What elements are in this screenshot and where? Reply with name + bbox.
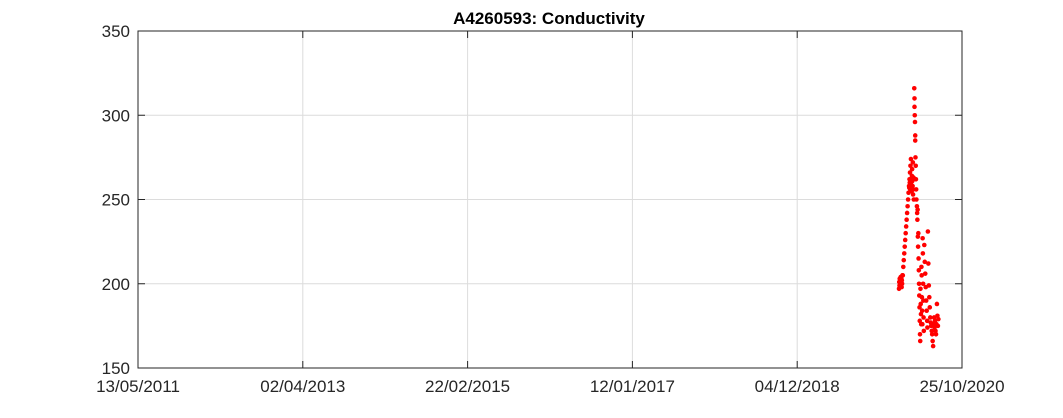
data-point	[907, 170, 913, 175]
data-point	[915, 244, 921, 249]
data-point	[934, 301, 940, 307]
data-point	[933, 332, 939, 337]
data-point	[912, 96, 917, 101]
data-point	[899, 284, 904, 290]
data-point	[913, 163, 919, 169]
data-point	[920, 251, 926, 256]
tick-labels: 13/05/2011 02/04/2013 22/02/2015 12/01/2017…	[96, 22, 1004, 396]
data-point	[916, 281, 922, 287]
data-point	[905, 203, 910, 209]
y-tick-label: 200	[102, 275, 130, 294]
data-point	[903, 224, 909, 229]
data-point	[935, 323, 941, 329]
data-point	[904, 210, 910, 216]
x-tick-label: 13/05/2011	[96, 377, 180, 396]
data-point	[914, 210, 920, 216]
data-point	[904, 217, 909, 223]
chart-title: A4260593: Conductivity	[453, 9, 645, 28]
data-point	[902, 237, 908, 243]
data-point	[930, 343, 936, 349]
data-point	[924, 318, 930, 324]
data-point	[920, 281, 926, 287]
data-point	[905, 197, 911, 202]
x-tick-label: 04/12/2018	[755, 377, 840, 396]
data-point	[912, 138, 918, 143]
data-point	[910, 192, 916, 197]
y-tick-label: 350	[102, 22, 130, 41]
data-point	[913, 155, 918, 160]
data-point	[929, 328, 934, 334]
data-point	[911, 85, 917, 91]
data-point	[926, 261, 931, 266]
data-point	[910, 160, 916, 165]
data-point	[899, 278, 905, 283]
data-point	[930, 338, 935, 344]
data-point	[914, 197, 919, 202]
data-point	[913, 187, 919, 192]
data-point	[921, 328, 927, 334]
data-point	[901, 264, 906, 270]
data-point	[917, 338, 923, 344]
y-tick-label: 150	[102, 359, 130, 378]
data-point	[915, 207, 920, 212]
data-point	[924, 308, 929, 314]
data-point	[903, 230, 908, 236]
x-tick-label: 25/10/2020	[919, 377, 1004, 396]
data-point	[912, 104, 917, 110]
data-point	[919, 273, 924, 278]
data-point	[918, 286, 923, 292]
data-point	[922, 271, 928, 276]
data-point	[922, 242, 927, 248]
data-point	[913, 176, 919, 182]
grid-lines	[138, 31, 962, 368]
data-point	[912, 133, 918, 138]
data-point	[916, 267, 922, 273]
data-point	[919, 264, 924, 270]
data-point	[927, 294, 932, 300]
data-point	[927, 305, 933, 310]
data-point	[920, 321, 925, 327]
data-point	[918, 301, 924, 307]
y-tick-label: 250	[102, 191, 130, 210]
data-point	[925, 325, 930, 330]
x-tick-label: 22/02/2015	[425, 377, 510, 396]
data-point	[921, 315, 926, 320]
data-point	[923, 298, 929, 303]
data-point	[916, 256, 921, 261]
data-point	[899, 281, 905, 287]
data-point	[929, 332, 935, 337]
data-point	[936, 316, 941, 322]
data-point	[920, 235, 925, 241]
data-point	[922, 259, 928, 265]
data-points	[896, 85, 941, 349]
data-point	[915, 217, 920, 223]
data-point	[901, 257, 907, 263]
data-point	[909, 166, 915, 172]
data-point	[908, 156, 914, 162]
y-tick-label: 300	[102, 106, 130, 125]
x-tick-label: 02/04/2013	[260, 377, 345, 396]
data-point	[919, 308, 925, 314]
data-point	[901, 251, 907, 256]
data-point	[915, 234, 921, 239]
data-point	[926, 283, 932, 288]
data-point	[912, 112, 918, 118]
x-tick-label: 12/01/2017	[590, 377, 675, 396]
data-point	[902, 244, 908, 249]
data-point	[912, 119, 918, 125]
data-point	[916, 230, 921, 236]
data-point	[917, 332, 923, 337]
data-point	[900, 273, 906, 278]
data-point	[933, 328, 938, 334]
axis-ticks	[137, 30, 963, 369]
data-point	[925, 229, 931, 234]
data-point	[927, 315, 933, 320]
